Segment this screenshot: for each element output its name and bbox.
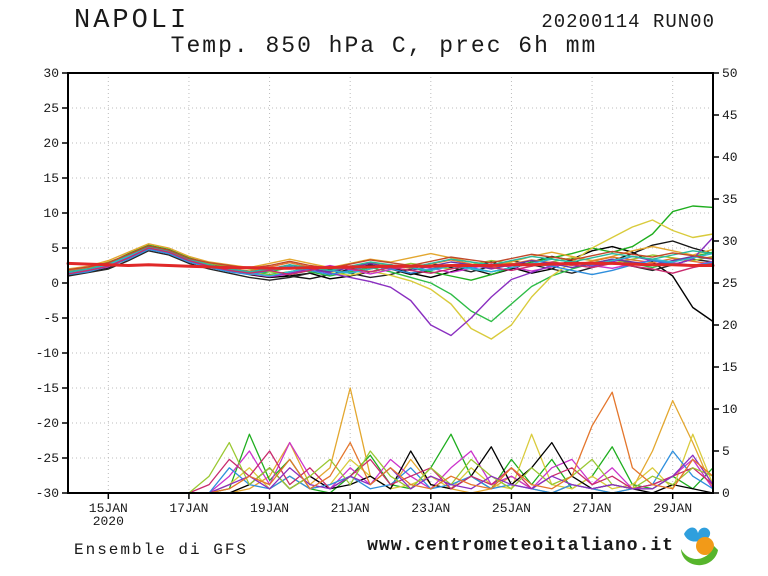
svg-text:40: 40: [722, 150, 738, 165]
svg-text:35: 35: [722, 192, 738, 207]
svg-text:20: 20: [43, 136, 59, 151]
svg-text:29JAN: 29JAN: [653, 501, 692, 516]
svg-text:15: 15: [43, 171, 59, 186]
svg-text:27JAN: 27JAN: [573, 501, 612, 516]
station-title: NAPOLI: [74, 6, 190, 36]
svg-text:25: 25: [43, 101, 59, 116]
svg-text:10: 10: [43, 206, 59, 221]
svg-text:45: 45: [722, 108, 738, 123]
svg-text:50: 50: [722, 66, 738, 81]
svg-text:-10: -10: [36, 346, 59, 361]
svg-text:19JAN: 19JAN: [250, 501, 289, 516]
svg-text:21JAN: 21JAN: [331, 501, 370, 516]
model-label: Ensemble di GFS: [74, 541, 249, 559]
svg-text:2020: 2020: [93, 514, 124, 529]
svg-text:-5: -5: [43, 311, 59, 326]
svg-text:30: 30: [722, 234, 738, 249]
svg-text:5: 5: [722, 444, 730, 459]
run-label: 20200114 RUN00: [541, 11, 715, 33]
chart-subtitle: Temp. 850 hPa C, prec 6h mm: [170, 33, 598, 59]
centrometeo-logo: [681, 527, 718, 566]
svg-text:-25: -25: [36, 451, 59, 466]
svg-text:5: 5: [51, 241, 59, 256]
svg-text:30: 30: [43, 66, 59, 81]
svg-text:15JAN: 15JAN: [89, 501, 128, 516]
website-url: www.centrometeoitaliano.it: [367, 536, 674, 556]
logo-sun-shape: [696, 537, 714, 555]
svg-text:23JAN: 23JAN: [411, 501, 450, 516]
svg-text:-20: -20: [36, 416, 59, 431]
svg-text:10: 10: [722, 402, 738, 417]
svg-text:25: 25: [722, 276, 738, 291]
svg-text:17JAN: 17JAN: [169, 501, 208, 516]
svg-text:0: 0: [51, 276, 59, 291]
svg-text:20: 20: [722, 318, 738, 333]
svg-text:-15: -15: [36, 381, 59, 396]
svg-text:-30: -30: [36, 486, 59, 501]
svg-text:25JAN: 25JAN: [492, 501, 531, 516]
svg-text:0: 0: [722, 486, 730, 501]
logo-leaf-shape: [681, 546, 718, 566]
svg-text:15: 15: [722, 360, 738, 375]
